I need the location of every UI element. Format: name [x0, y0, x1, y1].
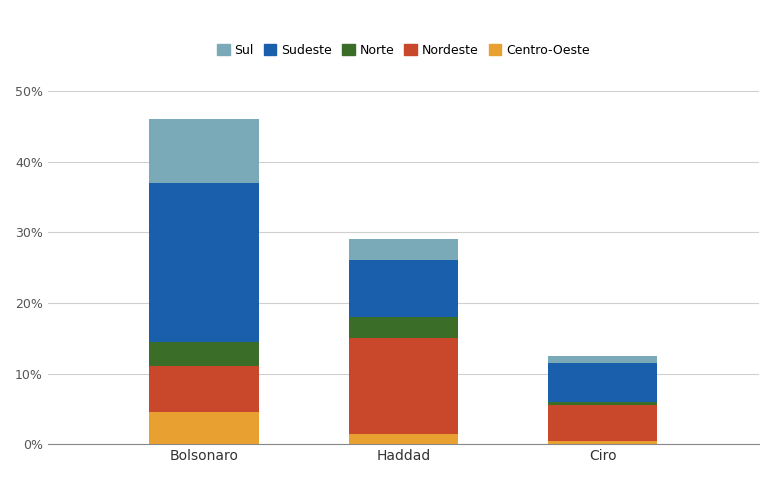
Bar [548, 363, 657, 402]
Bar [348, 434, 458, 444]
Bar [149, 183, 259, 342]
Bar [149, 413, 259, 444]
Bar [348, 317, 458, 338]
Bar [149, 342, 259, 367]
Bar [149, 367, 259, 413]
Legend: Sul, Sudeste, Norte, Nordeste, Centro-Oeste: Sul, Sudeste, Norte, Nordeste, Centro-Oe… [212, 39, 594, 62]
Bar [149, 119, 259, 183]
Bar [348, 261, 458, 317]
Bar [548, 356, 657, 363]
Bar [548, 405, 657, 441]
Bar [348, 239, 458, 261]
Bar [348, 338, 458, 434]
Bar [548, 441, 657, 444]
Bar [548, 402, 657, 405]
